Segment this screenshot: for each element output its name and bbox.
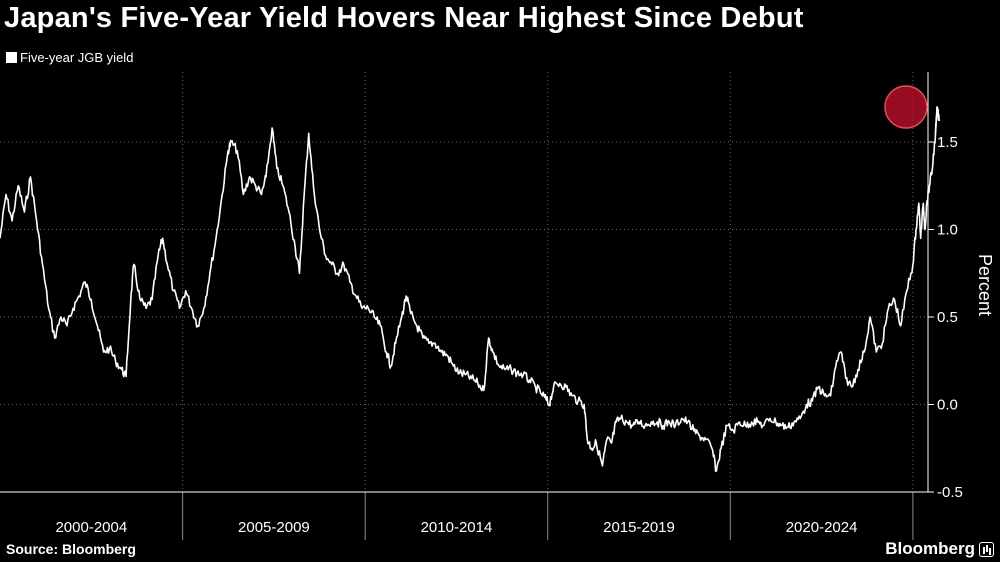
y-tick-label: -0.5 [937, 484, 963, 501]
x-category-label: 2005-2009 [238, 519, 310, 536]
series-layer [0, 106, 940, 472]
grid-layer [0, 72, 928, 493]
y-tick-label: 1.0 [937, 222, 958, 239]
brand-logo: Bloomberg [885, 539, 994, 559]
axis-layer: 1.5 1.0 0.5 0.0 -0.5 2000-2004 2005-2009 2010-2… [0, 72, 963, 540]
x-category-label: 2015-2019 [603, 519, 675, 536]
y-axis-label: Percent [975, 254, 995, 316]
source-note: Source: Bloomberg [6, 541, 136, 557]
legend-label: Five-year JGB yield [20, 50, 134, 65]
highlight-marker [884, 85, 928, 129]
x-category-label: 2000-2004 [55, 519, 127, 536]
series-line-tail [934, 106, 940, 134]
chart-title: Japan's Five-Year Yield Hovers Near High… [4, 2, 804, 34]
legend: Five-year JGB yield [6, 50, 133, 65]
highlight-layer [884, 85, 940, 134]
x-category-label: 2020-2024 [786, 519, 858, 536]
bloomberg-chart-icon [979, 541, 994, 557]
brand-name: Bloomberg [885, 539, 975, 558]
y-tick-label: 0.0 [937, 397, 958, 414]
x-category-label: 2010-2014 [421, 519, 493, 536]
legend-swatch [6, 52, 17, 63]
y-tick-label: 0.5 [937, 309, 958, 326]
series-line-five-year-jgb-yield [0, 106, 940, 472]
y-tick-label: 1.5 [937, 134, 958, 151]
